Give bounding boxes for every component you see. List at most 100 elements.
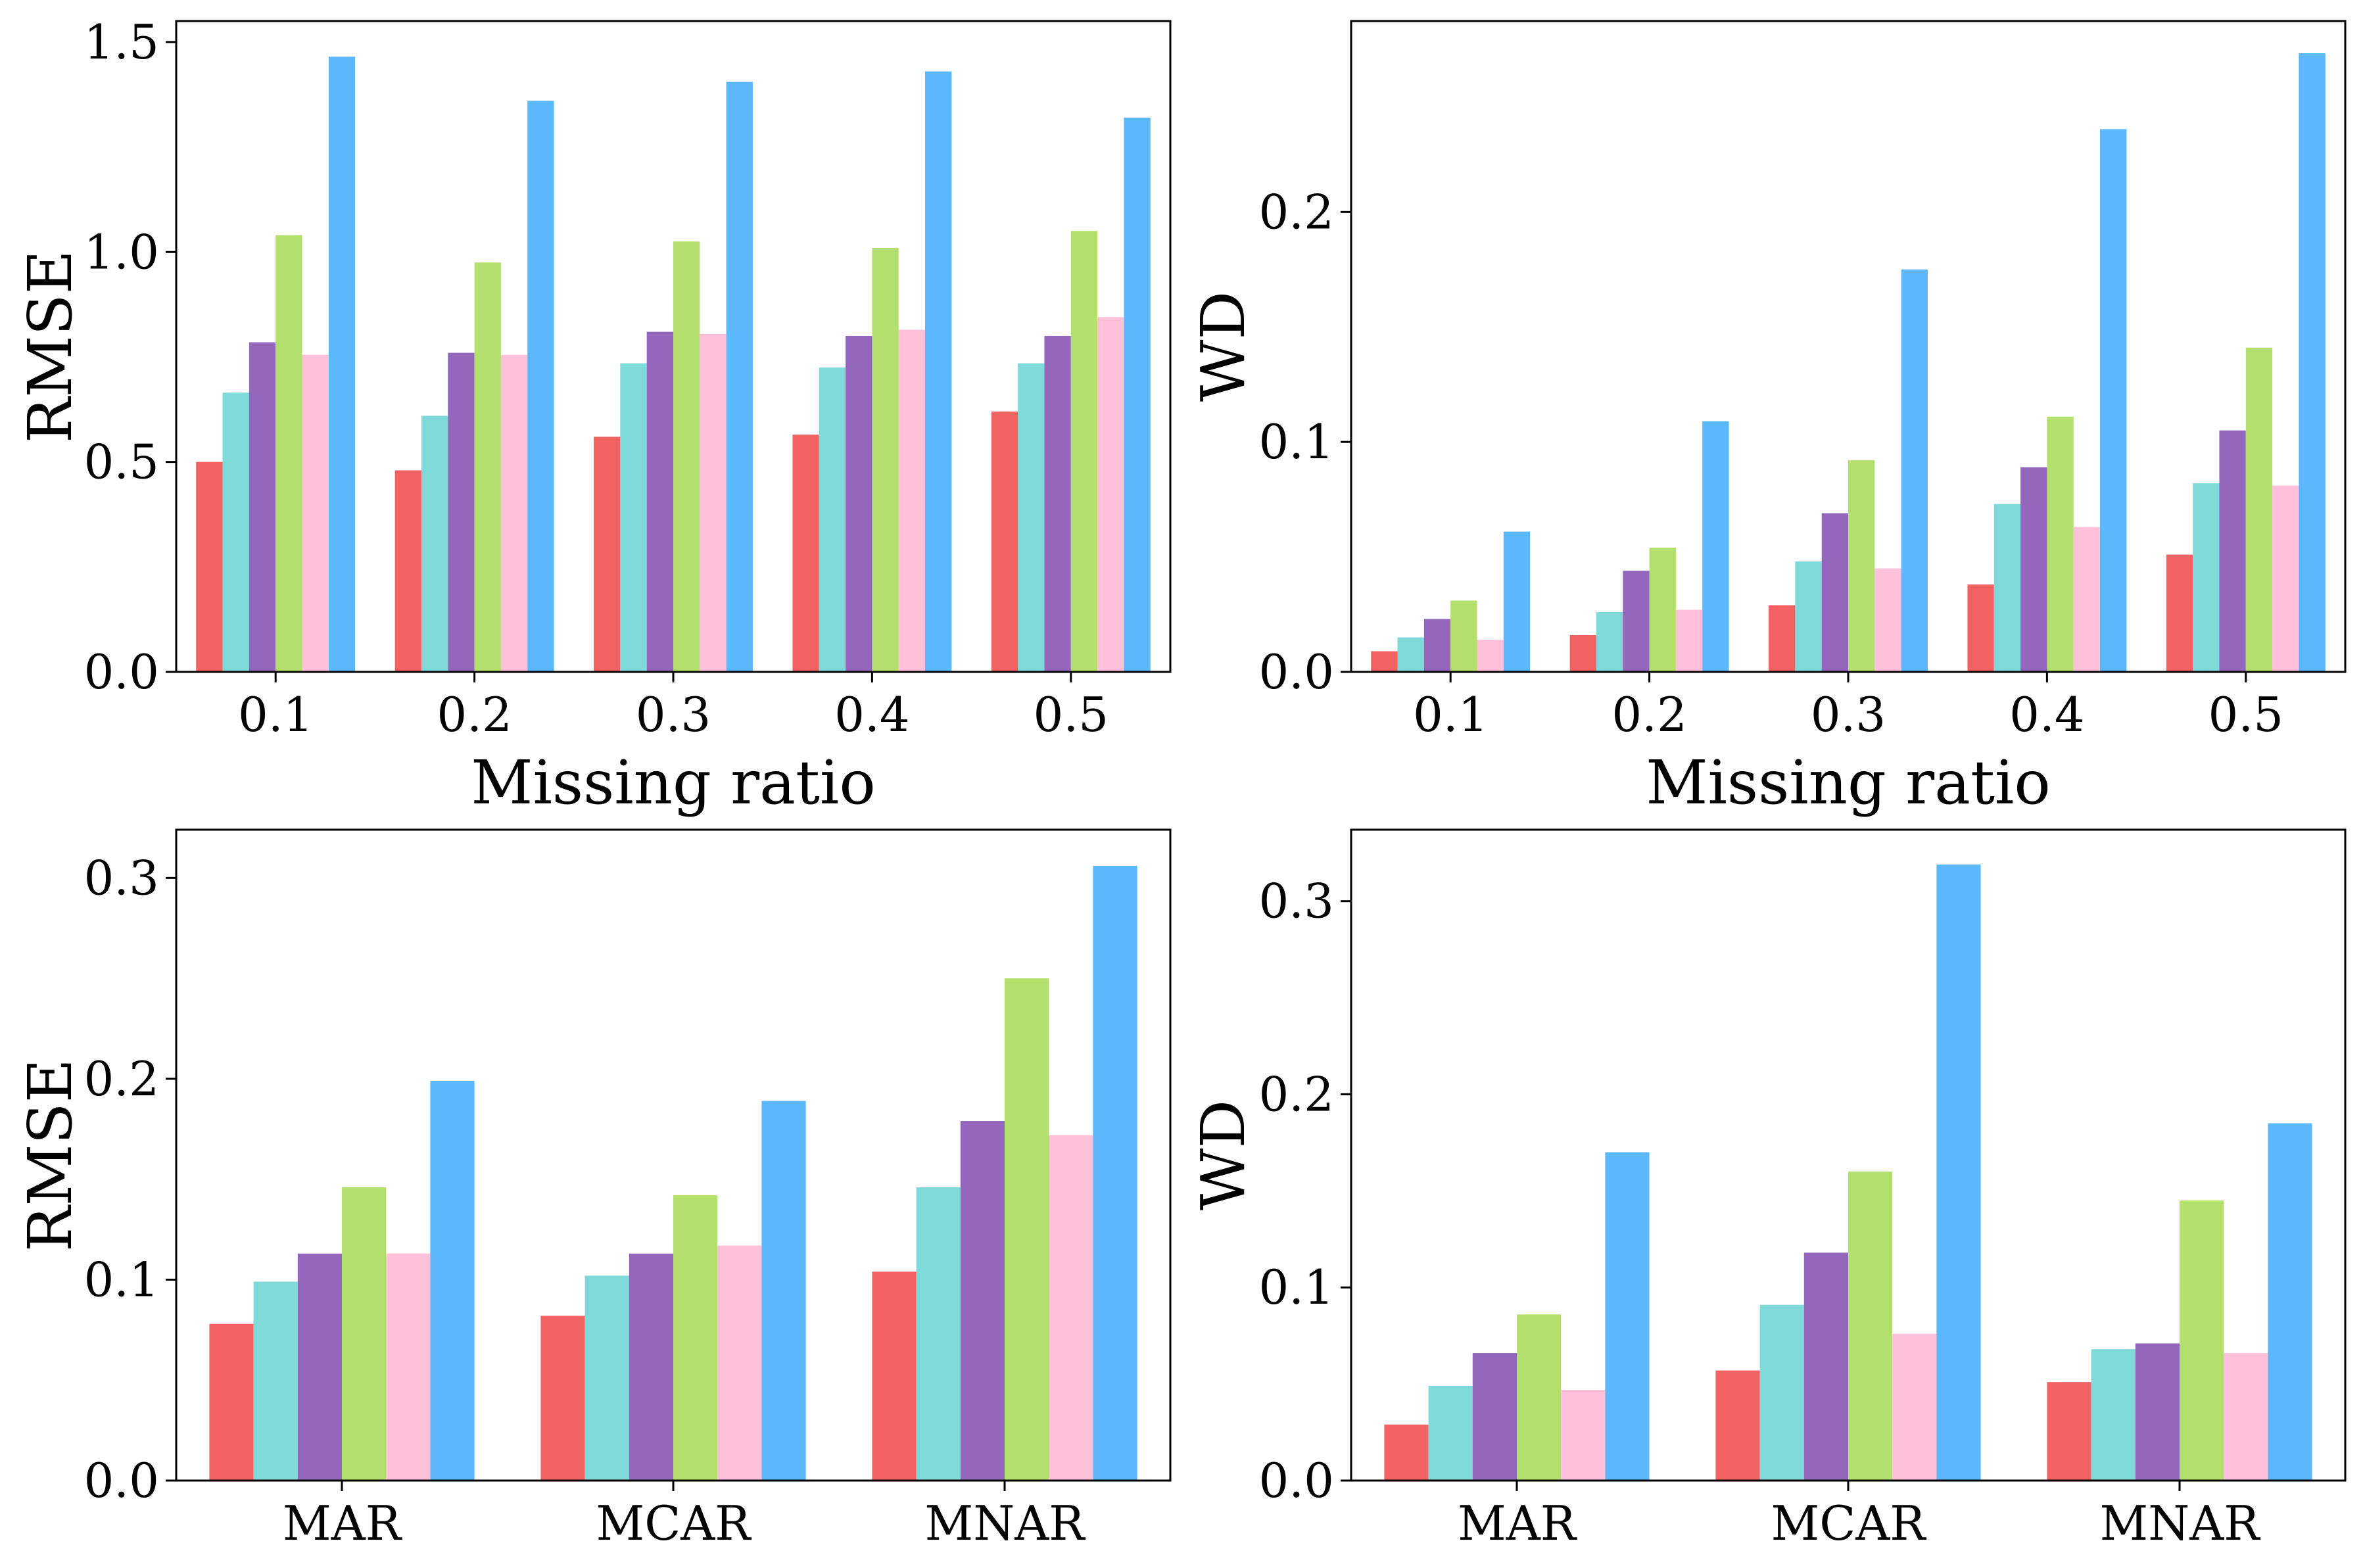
chart-panel-4: 0.0 0.1 0.2 0.3 MAR MCAR MNAR WD [1188,828,2347,1551]
bar-series1-mnar [2047,1382,2091,1481]
bar-series4-0.5 [2245,347,2273,672]
bar-series2-0.1 [1397,637,1424,672]
x-tick-label: MAR [1458,1496,1577,1551]
bar-series1-mar [209,1323,254,1481]
x-tick-label: 0.4 [2009,687,2085,742]
bar-series3-0.2 [1623,571,1650,672]
bar-series3-mnar [960,1121,1005,1481]
x-tick-label: MNAR [925,1496,1086,1551]
bar-series4-0.1 [275,235,302,672]
chart-panel-2: 0.0 0.1 0.2 0.1 0.2 0.3 0.4 0.5 Missing ratio WD [1188,20,2347,818]
bar-series5-0.5 [1097,317,1124,672]
bar-series4-0.3 [1848,460,1875,672]
bar-series3-0.3 [646,331,673,672]
bar-series2-0.5 [1018,363,1045,672]
bar-series5-0.4 [898,329,926,672]
bar-series2-mnar [2091,1349,2136,1481]
x-tick-label: MCAR [596,1496,752,1551]
bar-series5-mcar [1892,1333,1937,1481]
bar-series1-0.5 [2166,554,2193,672]
y-tick-label: 0.2 [84,1051,159,1106]
y-tick-label: 1.5 [84,14,159,70]
bar-series5-mnar [1049,1135,1093,1481]
bar-series6-0.4 [925,71,952,672]
y-tick-label: 0.1 [1258,414,1334,469]
bar-series1-0.5 [991,412,1018,672]
bar-series5-mar [1561,1389,1606,1481]
bar-series4-0.4 [872,247,899,672]
bar-series2-0.2 [1596,612,1623,672]
bar-series4-mar [1517,1314,1562,1481]
bar-series1-0.2 [394,470,421,672]
x-tick-label: 0.5 [2208,687,2284,742]
x-tick-label: 0.5 [1034,687,1109,742]
bar-series5-0.3 [1874,568,1901,672]
x-tick-label: 0.3 [636,687,711,742]
bar-series3-0.2 [448,352,475,672]
bar-series3-mcar [1803,1252,1848,1481]
bar-series6-0.2 [527,101,554,673]
bar-series5-0.2 [1675,609,1703,672]
bar-series6-0.2 [1702,421,1729,672]
bar-series1-0.2 [1569,635,1596,672]
y-tick-label: 0.0 [1258,1453,1334,1508]
bar-series5-0.1 [302,354,329,672]
bar-series2-0.5 [2193,483,2220,672]
bar-series1-0.4 [792,435,819,672]
bar-series3-mar [297,1253,342,1481]
y-tick-label: 0.0 [84,1453,159,1508]
bar-series1-0.3 [1769,605,1796,672]
bar-series3-mnar [2135,1343,2180,1481]
bar-series2-0.3 [620,363,647,672]
bar-series2-mnar [916,1187,961,1481]
bar-series3-0.4 [846,336,872,672]
bar-series1-mar [1384,1424,1429,1481]
bar-series5-mcar [717,1245,762,1481]
bar-series3-0.4 [2020,467,2047,672]
y-tick-label: 0.1 [1258,1260,1334,1315]
bar-series6-mcar [1936,864,1981,1481]
bar-series1-mcar [540,1316,585,1481]
bar-series1-0.3 [594,437,621,672]
x-axis-label: Missing ratio [1646,748,2050,818]
bar-series3-0.5 [2219,430,2246,672]
x-tick-label: 0.1 [1413,687,1489,742]
bar-series1-mnar [872,1271,917,1481]
x-axis-label: Missing ratio [471,748,875,818]
bar-series2-mar [1428,1386,1473,1481]
y-axis-label: WD [1188,291,1258,402]
chart-panel-1: 0.0 0.5 1.0 1.5 0.1 0.2 0.3 0.4 0.5 Missing ratio… [15,14,1172,818]
bar-series2-mcar [1759,1304,1804,1481]
bar-series5-0.4 [2073,527,2101,672]
bar-series6-0.1 [1503,531,1531,672]
bar-series5-0.3 [700,333,727,673]
y-tick-label: 0.5 [84,435,159,490]
bar-series1-0.4 [1967,584,1994,672]
bar-series2-0.4 [1993,504,2021,672]
bar-series2-0.2 [421,416,448,672]
bar-series6-0.1 [328,57,356,673]
y-tick-label: 0.0 [1258,644,1334,700]
bar-series3-mar [1472,1353,1517,1481]
bar-series2-0.1 [222,392,249,672]
x-tick-label: 0.1 [238,687,314,742]
bar-series3-0.1 [249,342,276,672]
y-tick-label: 0.3 [84,850,159,905]
y-tick-label: 0.0 [84,644,159,700]
bar-series2-0.4 [819,367,846,672]
bar-series6-0.3 [726,82,753,673]
y-tick-label: 0.1 [84,1252,159,1307]
bar-series4-mnar [1005,978,1049,1481]
bar-series4-0.1 [1450,600,1477,672]
x-tick-label: MAR [283,1496,402,1551]
bar-series4-mcar [1848,1171,1893,1481]
bar-series3-mcar [629,1253,673,1481]
y-tick-label: 0.3 [1258,874,1334,929]
x-tick-label: 0.2 [437,687,512,742]
bar-series4-0.5 [1070,231,1098,673]
bar-series2-0.3 [1795,561,1822,672]
bar-series5-mnar [2224,1353,2268,1481]
bar-series3-0.5 [1044,336,1071,672]
bar-series6-mnar [1093,866,1137,1481]
